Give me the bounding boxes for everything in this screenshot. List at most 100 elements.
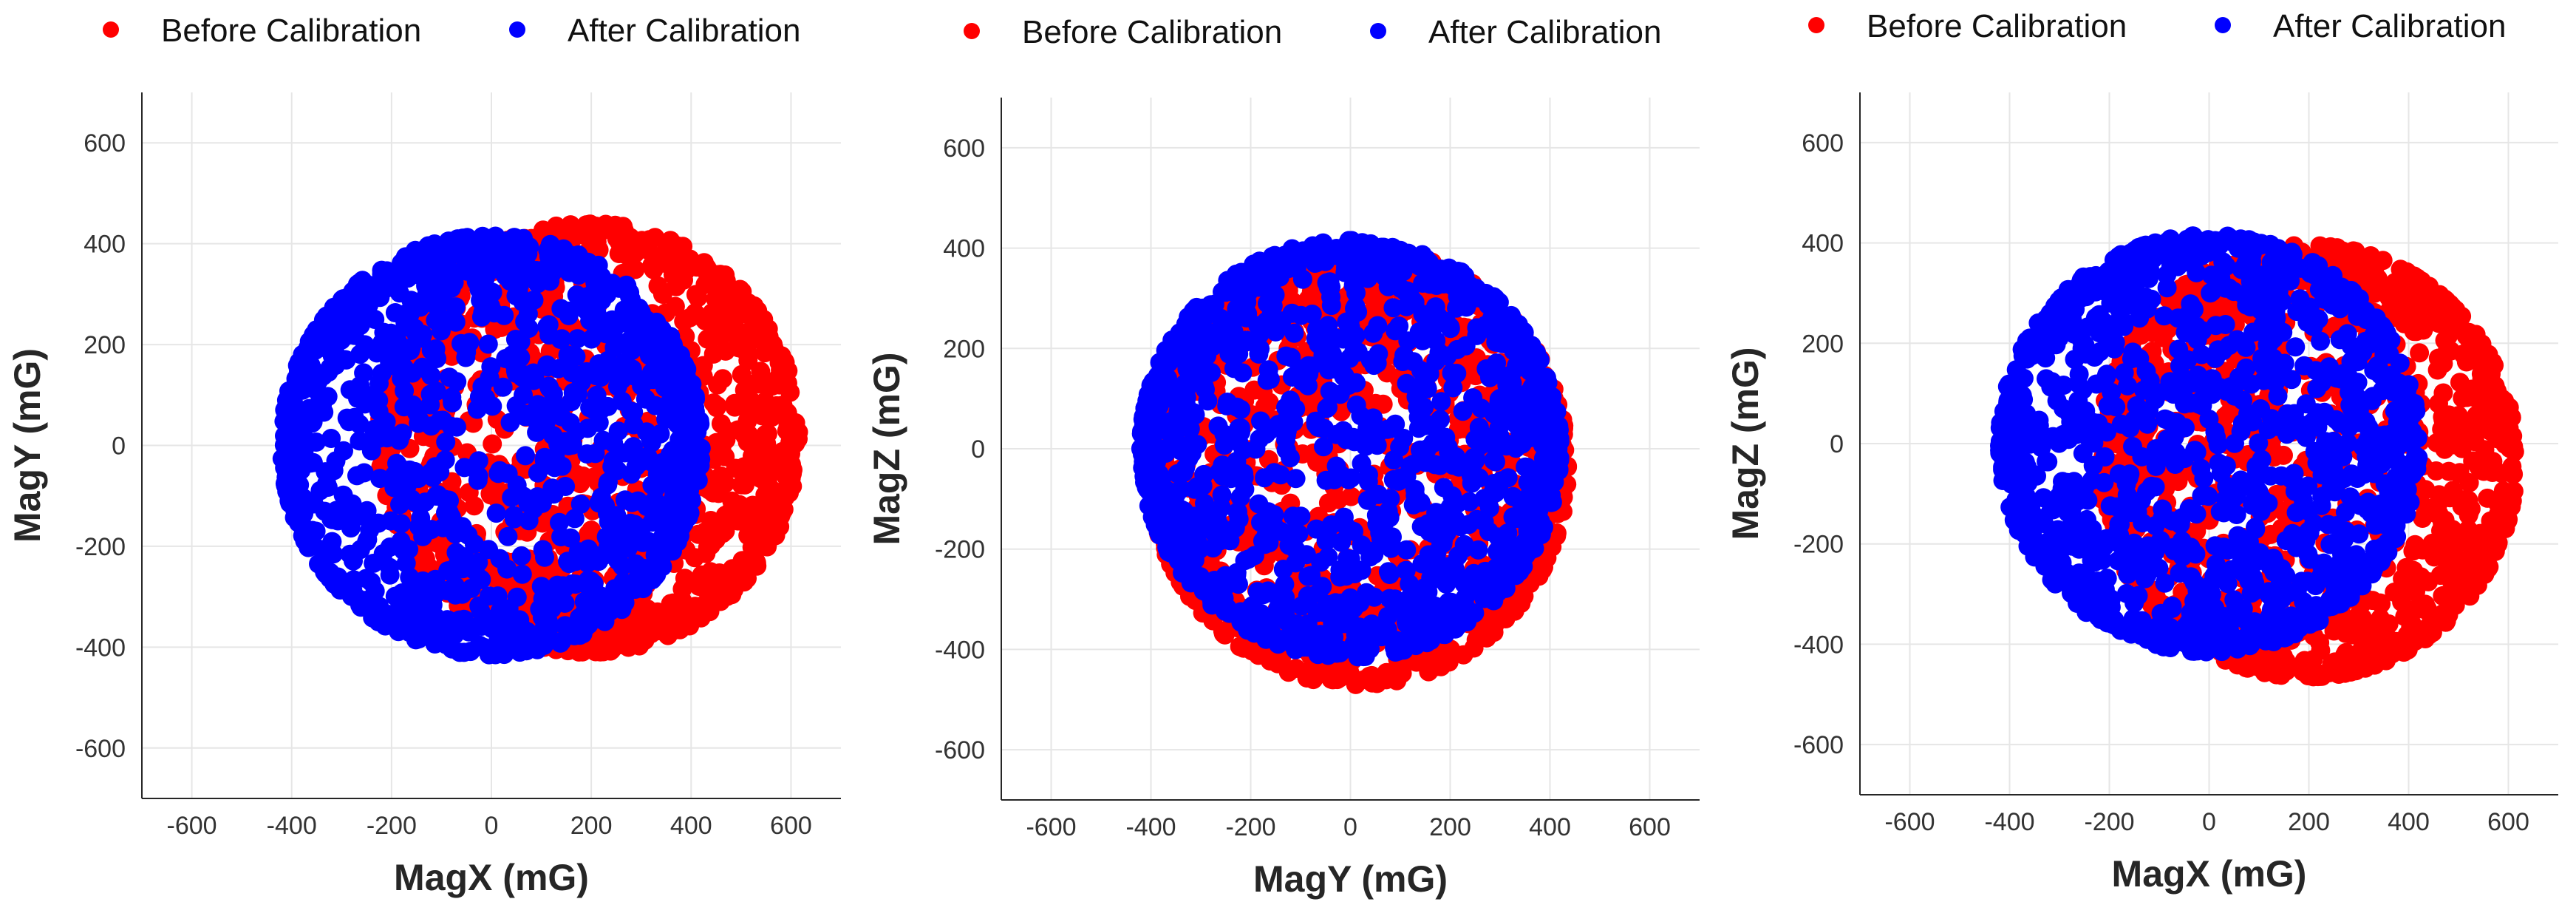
data-point (576, 615, 596, 635)
data-point (642, 452, 661, 472)
data-point (578, 571, 598, 590)
data-point (1361, 287, 1381, 307)
data-point (1441, 639, 1460, 659)
data-point (1405, 486, 1425, 506)
data-point (780, 432, 800, 452)
data-point (772, 503, 792, 523)
data-point (1487, 353, 1507, 373)
data-point (590, 367, 610, 387)
data-point (1492, 333, 1512, 353)
data-point (275, 426, 294, 446)
data-point (1231, 612, 1251, 632)
data-point (409, 410, 429, 430)
data-point (1479, 498, 1499, 518)
data-point (706, 432, 726, 452)
data-point (1298, 628, 1318, 648)
data-point (415, 239, 435, 259)
data-point (328, 511, 348, 531)
data-point (1232, 289, 1252, 309)
data-point (1231, 399, 1251, 419)
data-point (1363, 408, 1383, 428)
data-point (324, 544, 344, 564)
data-point (1516, 457, 1536, 477)
data-point (713, 369, 733, 389)
data-point (642, 314, 662, 334)
data-point (436, 432, 456, 452)
data-point (674, 311, 694, 331)
data-point (1185, 479, 1204, 499)
data-point (304, 494, 324, 514)
data-points (1131, 231, 1578, 694)
data-point (561, 215, 581, 235)
data-point (1227, 452, 1247, 471)
data-point (1413, 305, 1433, 325)
data-point (598, 475, 618, 495)
data-point (364, 554, 384, 573)
data-point (608, 421, 628, 441)
data-point (1467, 318, 1487, 338)
data-point (1447, 364, 1467, 383)
data-point (502, 487, 522, 507)
data-point (1296, 545, 1316, 565)
y-tick-label: 600 (84, 129, 126, 157)
x-tick-label: 600 (1629, 813, 1671, 841)
data-point (1426, 503, 1446, 523)
data-point (566, 347, 586, 367)
data-point (469, 387, 489, 407)
data-point (656, 410, 676, 429)
x-tick-label: -200 (1225, 813, 1275, 841)
data-point (550, 512, 569, 532)
data-point (437, 515, 457, 535)
data-point (672, 516, 692, 536)
data-point (1378, 606, 1398, 626)
data-point (480, 367, 500, 387)
data-point (642, 256, 662, 276)
data-point (1204, 571, 1224, 590)
data-point (1343, 275, 1363, 295)
data-point (1541, 394, 1561, 414)
y-tick-label: -600 (935, 736, 985, 764)
data-point (445, 625, 465, 645)
data-point (1208, 416, 1228, 436)
data-point (316, 462, 335, 482)
data-point (1204, 294, 1224, 314)
data-point (360, 387, 380, 407)
data-point (1476, 628, 1496, 648)
data-point (620, 282, 640, 302)
data-point (340, 380, 360, 400)
data-point (454, 458, 474, 478)
data-point (725, 325, 745, 345)
data-point (1431, 259, 1451, 279)
data-point (1255, 468, 1275, 488)
y-tick-label: 200 (84, 331, 126, 359)
data-point (354, 363, 374, 383)
data-point (1498, 523, 1518, 543)
data-point (1462, 473, 1482, 493)
data-point (586, 324, 606, 344)
data-point (1412, 554, 1432, 574)
data-point (1173, 463, 1193, 483)
data-point (534, 636, 554, 655)
data-point (448, 229, 468, 249)
data-point (1411, 517, 1431, 537)
data-point (669, 246, 689, 266)
data-point (655, 505, 675, 525)
data-point (476, 611, 496, 631)
data-point (587, 284, 607, 304)
data-point (1344, 521, 1363, 541)
data-point (442, 387, 462, 407)
data-point (287, 356, 307, 376)
data-point (1249, 494, 1269, 514)
data-point (711, 275, 731, 295)
data-point (711, 414, 731, 434)
x-tick-label: 400 (1529, 813, 1571, 841)
data-point (1507, 356, 1527, 376)
data-point (1430, 455, 1450, 475)
data-point (1414, 325, 1434, 345)
data-point (381, 511, 401, 531)
data-point (395, 358, 415, 378)
data-point (688, 288, 708, 308)
data-point (446, 585, 466, 605)
data-point (764, 338, 784, 358)
chart-panel-1: -600 -400 -200 0 200 400 600-600-400-200020040… (7, 13, 841, 898)
